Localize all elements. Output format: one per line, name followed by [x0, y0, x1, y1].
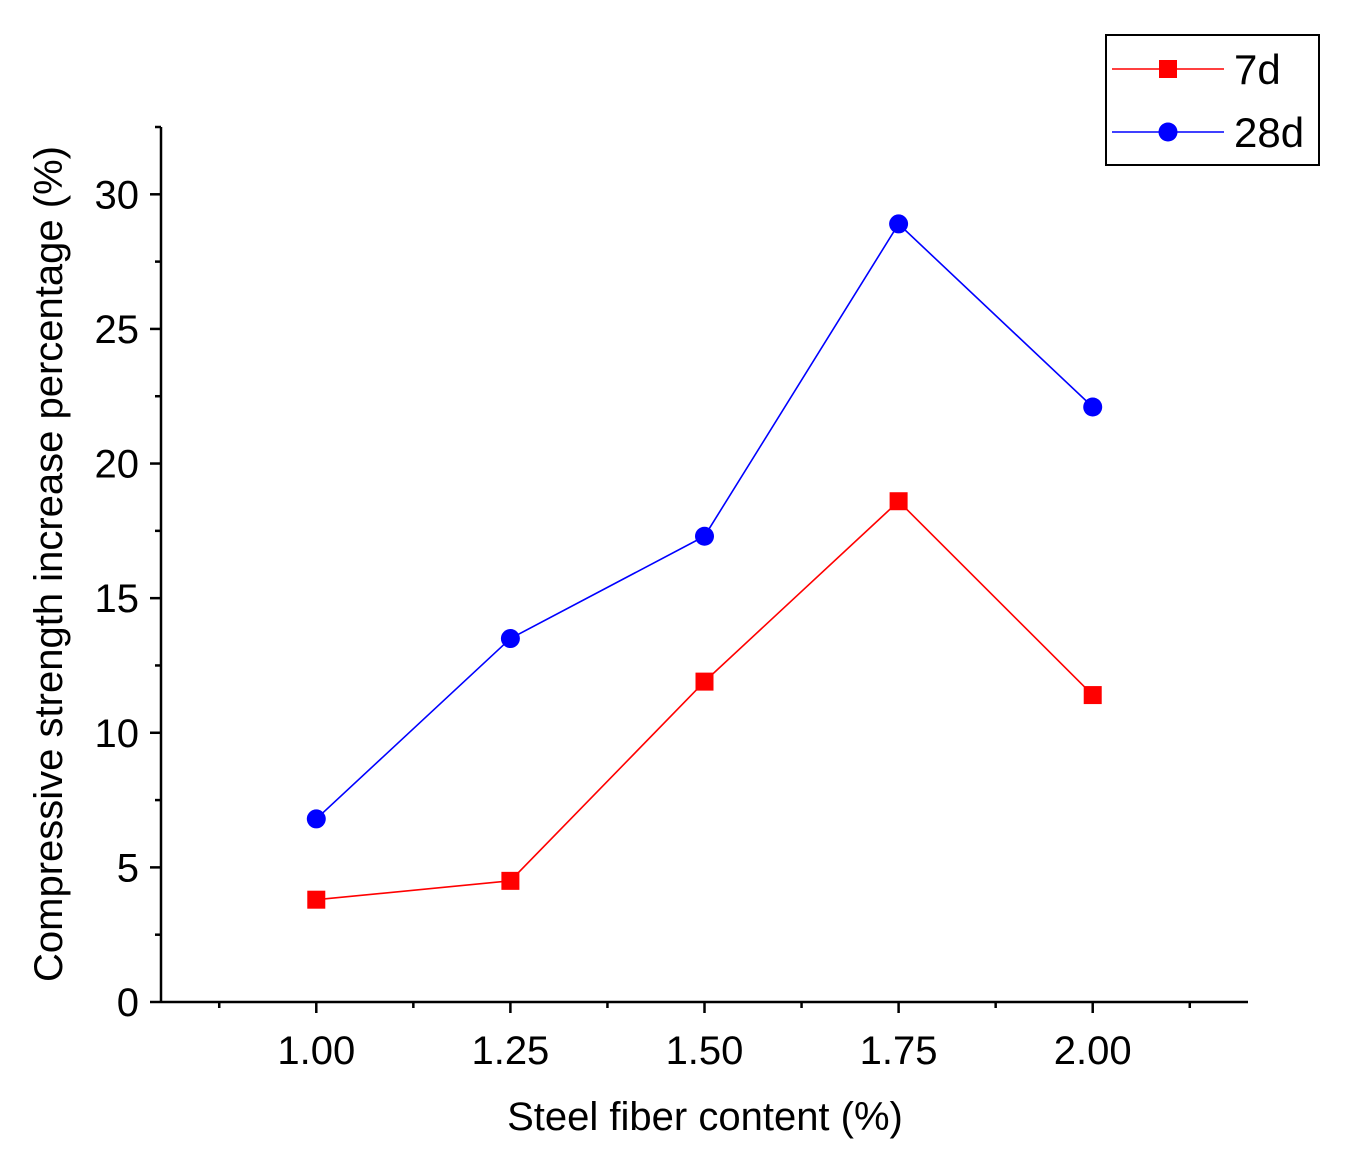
- y-tick-label: 15: [95, 577, 140, 621]
- y-tick-label: 5: [117, 846, 139, 890]
- x-tick-label: 2.00: [1054, 1029, 1132, 1073]
- legend-marker-7d: [1159, 60, 1177, 78]
- data-point-28d: [695, 526, 714, 546]
- series-line-7d: [316, 500, 1094, 901]
- plot-area: [159, 127, 1248, 1004]
- x-tick-label: 1.75: [860, 1029, 938, 1073]
- y-tick-label: 10: [95, 712, 140, 756]
- y-ticks: 0 5 10 15 20 25 30: [95, 125, 161, 1025]
- legend-box: [1105, 34, 1320, 166]
- y-tick-label: 20: [95, 443, 140, 487]
- x-tick-label: 1.00: [277, 1029, 355, 1073]
- legend-label-28d: 28d: [1234, 109, 1304, 156]
- data-point-7d: [695, 672, 714, 691]
- data-point-28d: [500, 629, 520, 649]
- x-ticks: 1.00 1.25 1.50 1.75 2.00: [217, 1002, 1192, 1073]
- y-tick-label: 0: [117, 981, 139, 1025]
- y-tick-label: 30: [95, 173, 140, 217]
- data-point-28d: [889, 214, 909, 234]
- legend-label-7d: 7d: [1234, 46, 1281, 93]
- data-point-7d: [307, 890, 326, 909]
- data-point-28d: [1083, 397, 1103, 417]
- data-point-7d: [501, 871, 520, 890]
- x-tick-label: 1.50: [666, 1029, 744, 1073]
- data-point-28d: [306, 809, 326, 829]
- series-layer: [306, 214, 1103, 909]
- legend-marker-28d: [1158, 122, 1178, 142]
- x-axis-title: Steel fiber content (%): [507, 1095, 903, 1139]
- data-point-7d: [889, 492, 908, 511]
- y-axis-title: Compressive strength increase percentage…: [27, 146, 71, 982]
- data-point-7d: [1083, 686, 1102, 705]
- series-line-28d: [315, 222, 1094, 820]
- x-tick-label: 1.25: [471, 1029, 549, 1073]
- y-tick-label: 25: [95, 308, 140, 352]
